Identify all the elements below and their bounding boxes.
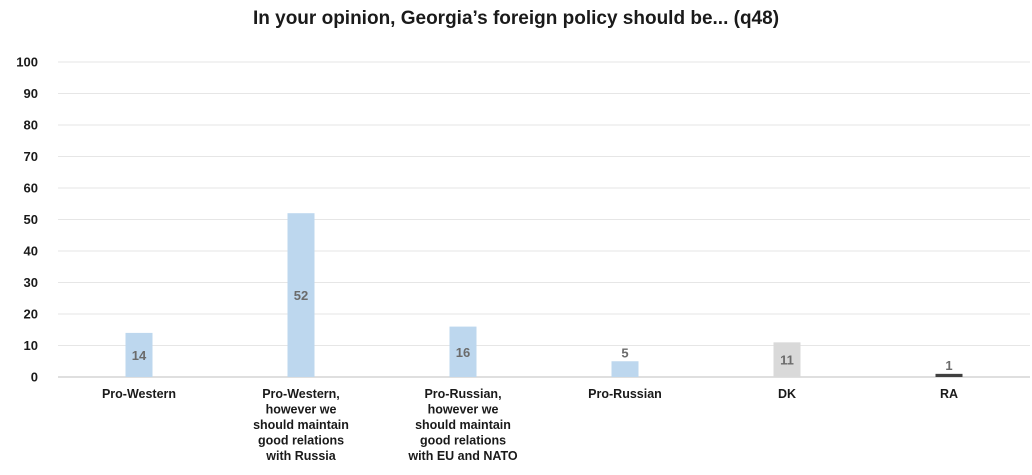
x-category-label: RA bbox=[940, 387, 958, 401]
y-tick-label: 80 bbox=[24, 118, 38, 133]
bar bbox=[287, 213, 315, 377]
y-tick-label: 20 bbox=[24, 307, 38, 322]
bar bbox=[611, 361, 639, 377]
data-label: 5 bbox=[621, 345, 628, 360]
x-axis: Pro-Western Pro-Western, however we should … bbox=[102, 387, 958, 463]
y-tick-label: 40 bbox=[24, 244, 38, 259]
x-category-label: Pro-Western bbox=[102, 387, 176, 401]
x-category-label: Pro-Russian, however we should maintain goo… bbox=[407, 387, 518, 463]
gridlines bbox=[58, 61, 1030, 378]
y-axis: 0 10 20 30 40 50 60 70 80 90 100 bbox=[16, 55, 38, 385]
bar bbox=[125, 332, 153, 377]
y-tick-label: 90 bbox=[24, 86, 38, 101]
data-label: 11 bbox=[780, 353, 794, 368]
chart-title: In your opinion, Georgia’s foreign polic… bbox=[252, 8, 780, 29]
y-tick-label: 100 bbox=[16, 55, 38, 70]
x-category-label: DK bbox=[778, 387, 796, 401]
y-tick-label: 0 bbox=[31, 370, 38, 385]
data-label: 16 bbox=[456, 345, 470, 360]
data-label: 52 bbox=[294, 288, 308, 303]
y-tick-label: 30 bbox=[24, 275, 38, 290]
y-tick-label: 60 bbox=[24, 181, 38, 196]
bar bbox=[449, 326, 477, 377]
y-tick-label: 50 bbox=[24, 212, 38, 227]
bar bbox=[773, 342, 801, 377]
x-category-label: Pro-Russian bbox=[588, 387, 662, 401]
data-label: 1 bbox=[945, 358, 952, 373]
data-label: 14 bbox=[132, 348, 147, 363]
y-tick-label: 70 bbox=[24, 149, 38, 164]
bar bbox=[935, 373, 963, 377]
x-category-label: Pro-Western, however we should maintain goo… bbox=[253, 387, 349, 463]
y-tick-label: 10 bbox=[24, 338, 38, 353]
